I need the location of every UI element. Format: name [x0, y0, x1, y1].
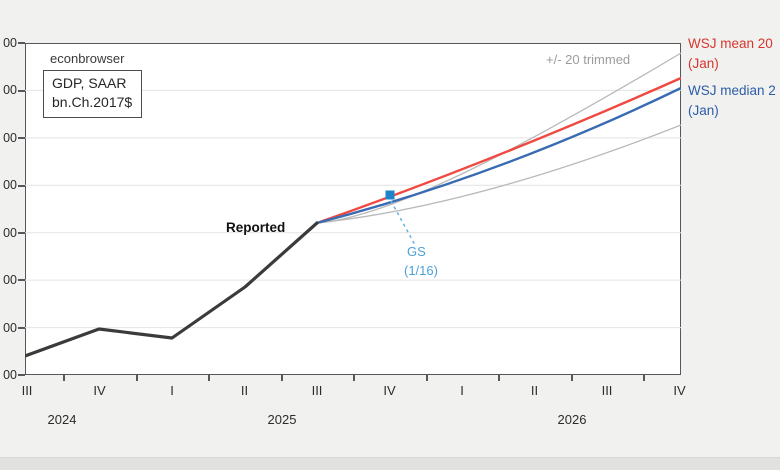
x-quarter-label: I — [460, 383, 464, 398]
trimmed-band-label: +/- 20 trimmed — [546, 52, 631, 67]
econbrowser-watermark: econbrowser — [50, 51, 125, 66]
x-quarter-label: IV — [673, 383, 686, 398]
bottom-window-edge — [0, 457, 780, 470]
x-quarter-label: IV — [383, 383, 396, 398]
x-quarter-label: III — [311, 383, 323, 398]
y-tick-label: 00 — [3, 368, 17, 382]
wsj-mean-date-label: (Jan) — [688, 56, 719, 71]
y-tick-label: 00 — [3, 273, 17, 287]
axis-units-line2: bn.Ch.2017$ — [52, 94, 133, 110]
y-tick-mark — [18, 279, 25, 281]
gs-point-label: GS — [407, 244, 426, 259]
x-tick-mark — [280, 375, 283, 381]
y-tick-mark — [18, 232, 25, 234]
wsj-median-date-label: (Jan) — [688, 103, 719, 118]
x-tick-mark — [353, 375, 355, 381]
y-tick-label: 00 — [3, 226, 17, 240]
wsj-mean-label: WSJ mean 20 — [688, 36, 773, 51]
x-tick-mark — [498, 375, 500, 381]
x-tick-mark — [425, 375, 428, 381]
wsj-median-label: WSJ median 2 — [688, 83, 776, 98]
trimmed-upper-line — [316, 52, 681, 224]
wsj-mean-line — [316, 76, 681, 225]
axis-units-box: GDP, SAAR bn.Ch.2017$ — [43, 70, 143, 118]
x-quarter-label: II — [240, 383, 249, 398]
y-tick-label: 00 — [3, 321, 17, 335]
y-tick-mark — [18, 373, 25, 376]
axis-units-line1: GDP, SAAR — [52, 75, 127, 91]
x-year-label: 2024 — [47, 412, 77, 427]
y-tick-label: 00 — [3, 131, 17, 145]
x-quarter-label: I — [170, 383, 174, 398]
wsj-median-line — [316, 86, 681, 225]
gs-callout-line — [390, 200, 416, 246]
y-tick-mark — [18, 137, 25, 139]
y-tick-label: 00 — [3, 36, 17, 50]
x-year-label: 2025 — [267, 412, 297, 427]
y-tick-label: 00 — [3, 83, 17, 97]
x-quarter-label: IV — [93, 383, 106, 398]
reported-series-label: Reported — [226, 220, 286, 235]
x-quarter-label: II — [530, 383, 539, 398]
gs-marker — [385, 190, 395, 200]
x-quarter-label: III — [21, 383, 33, 398]
x-tick-mark — [63, 375, 65, 381]
x-year-label: 2026 — [557, 412, 587, 427]
reported-line — [25, 221, 319, 358]
y-tick-mark — [18, 184, 25, 187]
x-tick-mark — [570, 375, 573, 381]
y-tick-mark — [18, 42, 25, 44]
y-tick-mark — [18, 89, 25, 92]
x-tick-mark — [135, 375, 138, 381]
y-tick-label: 00 — [3, 178, 17, 192]
trimmed-lower-line — [316, 124, 681, 224]
gs-point-date-label: (1/16) — [404, 263, 438, 278]
x-tick-mark — [643, 375, 645, 381]
x-tick-mark — [208, 375, 210, 381]
y-tick-mark — [18, 326, 25, 329]
x-quarter-label: III — [601, 383, 613, 398]
